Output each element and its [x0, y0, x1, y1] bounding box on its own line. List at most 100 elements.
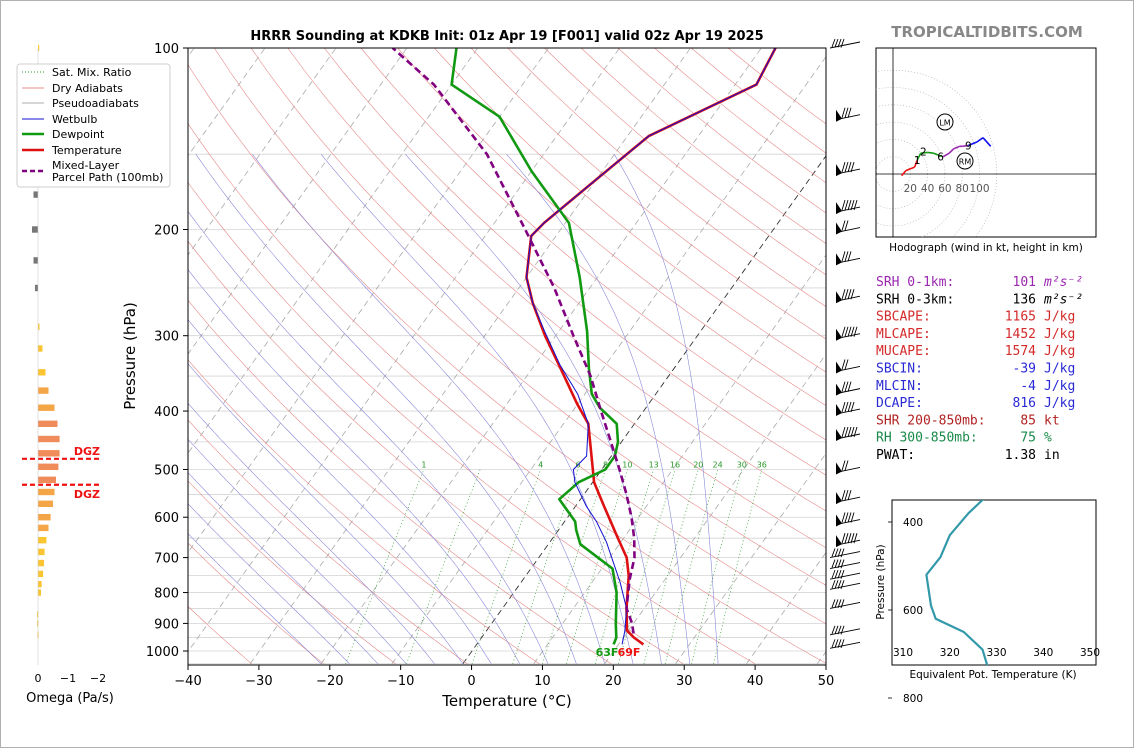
- moist-adiabat-line: [188, 472, 379, 664]
- hodograph-ring-label: 40: [921, 183, 934, 195]
- theta-e-frame: [891, 499, 1097, 666]
- hodograph-segment: [905, 166, 915, 172]
- dry-adiabat-line: [507, 48, 826, 307]
- wind-barb: [835, 533, 861, 548]
- wind-barb-feather: [850, 401, 855, 413]
- omega-bar: [38, 537, 47, 544]
- isotherm-line: [320, 48, 762, 665]
- wind-barb-feather: [847, 401, 852, 413]
- dry-adiabat-line: [250, 48, 826, 549]
- wind-barb-feather: [841, 426, 846, 438]
- legend-label-parcel-1: Mixed-Layer: [52, 159, 120, 172]
- omega-bar: [38, 323, 40, 330]
- omega-bar: [38, 387, 49, 394]
- index-value: 816: [1013, 396, 1036, 411]
- legend-box: [16, 63, 171, 188]
- wind-barb: [829, 559, 861, 570]
- hodograph-point-label: 9: [965, 141, 972, 153]
- wind-barb-feather: [840, 639, 845, 649]
- wind-barb-feather: [847, 289, 852, 300]
- moist-adiabat-line: [252, 154, 605, 664]
- omega-bar: [38, 420, 58, 427]
- omega-tick-2: −2: [90, 672, 106, 685]
- index-value: -4: [1020, 379, 1036, 394]
- wind-barb-shaft: [829, 562, 861, 570]
- omega-bar: [32, 226, 38, 233]
- wind-barb-feather: [834, 569, 839, 579]
- legend-label-sat-mix-ratio: Sat. Mix. Ratio: [52, 66, 132, 79]
- moist-adiabat-line: [188, 533, 322, 664]
- x-tick-label: 20: [605, 674, 622, 689]
- dry-adiabat-line: [287, 48, 826, 512]
- wind-barb-shaft: [835, 366, 861, 372]
- isotherm-line: [188, 48, 620, 653]
- index-unit: kt: [1044, 413, 1060, 428]
- wind-barb: [835, 426, 861, 442]
- wind-barb: [829, 639, 861, 649]
- mixing-ratio-label: 13: [649, 461, 659, 470]
- wind-barb-feather: [850, 533, 855, 544]
- wind-barb-feather: [834, 625, 839, 635]
- moist-adiabat-line: [188, 319, 492, 664]
- dry-adiabat-line: [188, 419, 468, 665]
- wind-barb: [829, 599, 861, 609]
- index-name: SBCAPE:: [876, 310, 931, 325]
- mixing-ratio-label: 10: [622, 461, 632, 470]
- moist-adiabat-line: [613, 154, 719, 664]
- hodograph-point-label: 2: [920, 147, 927, 159]
- wind-barb-feather: [831, 639, 836, 648]
- index-unit: J/kg: [1044, 327, 1075, 342]
- mixing-ratio-label: 4: [538, 461, 543, 470]
- index-value: 75: [1020, 431, 1036, 446]
- index-row: DCAPE: 816 J/kg: [876, 396, 1075, 411]
- index-value: 136: [1013, 292, 1036, 307]
- omega-bar: [38, 435, 60, 443]
- wind-barb-feather: [834, 38, 839, 48]
- moist-adiabat-line: [195, 154, 577, 664]
- theta-e-xlabel: Equivalent Pot. Temperature (K): [909, 669, 1076, 681]
- hodograph-caption: Hodograph (wind in kt, height in km): [889, 242, 1083, 254]
- rm-marker: [956, 152, 974, 170]
- wind-barb-feather: [844, 161, 849, 173]
- omega-bar: [38, 404, 55, 411]
- omega-bar: [35, 284, 38, 292]
- wind-barb-feather: [834, 599, 839, 608]
- wind-barb: [835, 107, 861, 122]
- trace-wetbulb: [526, 48, 776, 645]
- hodograph-plot: [876, 48, 1096, 237]
- x-tick-label: 50: [818, 674, 835, 689]
- wind-barb: [835, 460, 861, 475]
- wind-barb: [835, 401, 861, 417]
- wind-barb: [829, 625, 861, 636]
- dry-adiabat-line: [214, 48, 826, 586]
- background-reference-lines: [188, 48, 826, 665]
- wind-barb-feather: [841, 512, 846, 523]
- moist-adiabat-line: [320, 154, 634, 664]
- temperature-axis-ticks: −40 −30 −20 −10 0 10 20 30 40 50: [174, 665, 834, 689]
- omega-bar: [38, 44, 40, 52]
- wind-barb-feather: [841, 289, 846, 300]
- wind-barb-feather: [841, 220, 846, 231]
- wind-barb-feather: [844, 220, 849, 231]
- wind-barb-feather: [844, 426, 849, 438]
- wind-barb-feather: [847, 426, 852, 438]
- index-unit: J/kg: [1044, 396, 1075, 411]
- index-row: SBCIN: -39 J/kg: [876, 362, 1075, 377]
- y-tick-label: 300: [154, 330, 179, 345]
- index-unit: %: [1044, 431, 1052, 446]
- dry-adiabat-line: [188, 359, 540, 665]
- isotherm-line: [188, 48, 337, 256]
- omega-bar: [33, 257, 38, 264]
- index-name: DCAPE:: [876, 396, 923, 411]
- wind-barb-feather: [844, 460, 849, 471]
- lm-label: LM: [939, 119, 950, 128]
- hodograph-segment: [942, 152, 950, 158]
- index-row: SHR 200-850mb: 85 kt: [876, 413, 1060, 428]
- wind-barb-feather: [841, 460, 846, 471]
- y-tick-label: 1000: [146, 645, 179, 660]
- index-unit: J/kg: [1044, 362, 1075, 377]
- wind-barb-feather: [841, 533, 846, 544]
- wind-barb-feather: [834, 639, 839, 648]
- index-unit: m²s⁻²: [1043, 292, 1083, 307]
- x-tick-label: −20: [316, 674, 343, 689]
